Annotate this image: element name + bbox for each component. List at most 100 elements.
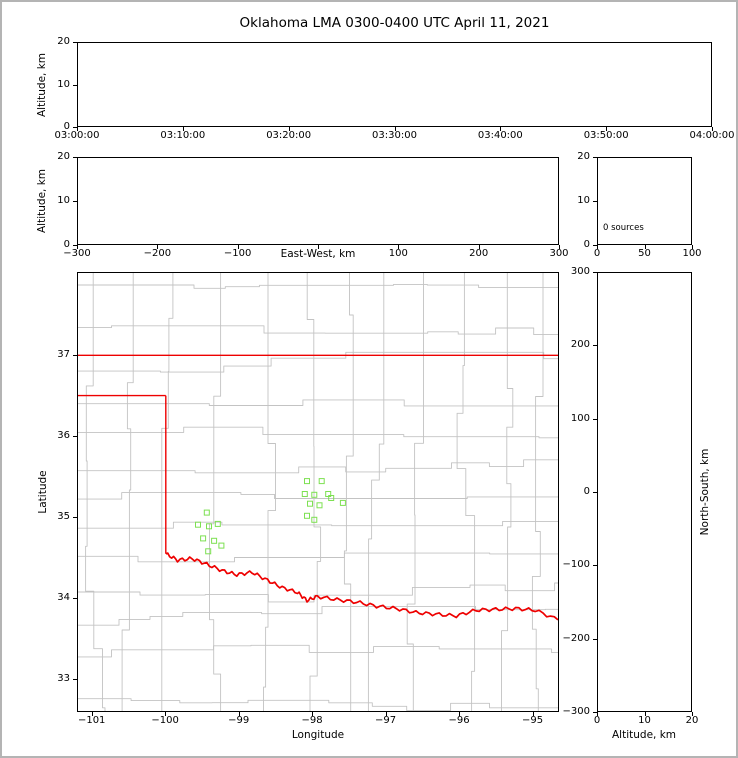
y-tick-label: 37 <box>57 348 70 360</box>
y-tick-mark <box>593 638 597 640</box>
y-tick-label: 10 <box>57 78 70 90</box>
lma-station-marker <box>307 500 313 507</box>
x-tick-mark <box>237 245 239 249</box>
y-tick-label: 20 <box>577 151 590 162</box>
lma-station-marker <box>304 512 310 519</box>
x-tick-label: 03:00:00 <box>54 130 100 141</box>
y-tick-mark <box>593 272 597 273</box>
lma-station-marker <box>214 520 221 527</box>
county-line <box>78 399 558 407</box>
y-tick-mark <box>593 345 597 347</box>
x-tick-label: −101 <box>77 715 106 726</box>
lma-station-marker <box>195 521 201 528</box>
county-line <box>406 273 424 711</box>
oklahoma-map-canvas <box>78 273 558 711</box>
county-line <box>78 520 558 529</box>
y-tick-label: −300 <box>562 706 590 717</box>
lma-station-marker <box>328 495 335 501</box>
x-tick-label: 100 <box>682 248 702 259</box>
y-tick-mark <box>73 127 77 128</box>
x-tick-label: −200 <box>143 248 172 259</box>
y-tick-label: 20 <box>57 151 70 162</box>
county-line <box>78 582 558 603</box>
county-line <box>531 273 544 711</box>
x-tick-label: 200 <box>469 248 489 259</box>
y-tick-mark <box>593 201 597 202</box>
map-xlabel: Longitude <box>291 729 345 741</box>
y-tick-label: 33 <box>57 672 70 684</box>
y-tick-label: 10 <box>577 195 590 206</box>
y-tick-mark <box>73 201 77 202</box>
lma-station-marker <box>200 535 207 542</box>
y-tick-label: −200 <box>562 632 590 644</box>
x-tick-mark <box>559 245 560 249</box>
y-tick-mark <box>593 418 597 420</box>
y-tick-label: 34 <box>57 591 70 603</box>
x-tick-mark <box>712 127 713 131</box>
county-line <box>456 273 476 711</box>
y-tick-mark <box>593 245 597 246</box>
x-tick-mark <box>312 712 314 716</box>
county-line <box>501 273 514 711</box>
county-line <box>78 351 558 373</box>
x-tick-mark <box>318 245 319 249</box>
county-line <box>78 698 558 711</box>
county-line <box>78 552 558 563</box>
lma-station-marker <box>311 491 318 498</box>
lma-station-marker <box>205 548 212 555</box>
x-tick-label: −98 <box>301 715 323 726</box>
x-tick-mark <box>394 127 396 131</box>
county-line <box>78 459 558 474</box>
x-tick-label: 50 <box>638 248 651 259</box>
lma-station-marker <box>301 491 308 497</box>
x-tick-mark <box>597 712 598 716</box>
x-tick-label: −100 <box>223 248 252 259</box>
y-tick-label: 0 <box>63 239 70 250</box>
altitude-histogram-panel: 0 sources <box>597 157 692 245</box>
y-tick-mark <box>73 245 77 246</box>
county-line <box>263 273 276 711</box>
county-line <box>161 273 174 711</box>
x-tick-mark <box>478 245 480 249</box>
x-tick-label: −96 <box>448 715 470 726</box>
x-tick-label: 03:10:00 <box>160 130 206 141</box>
x-tick-label: 0 <box>593 715 601 726</box>
x-tick-mark <box>385 712 387 716</box>
county-line <box>85 273 106 711</box>
county-line <box>343 273 354 711</box>
y-tick-label: 300 <box>570 266 590 277</box>
y-tick-mark <box>73 354 77 356</box>
lma-station-marker <box>206 523 212 530</box>
lma-station-marker <box>316 502 323 509</box>
y-tick-label: 100 <box>570 412 590 424</box>
x-tick-label: −100 <box>151 715 179 726</box>
lma-station-marker <box>218 542 225 549</box>
ew-panel-ylabel: Altitude, km <box>35 168 48 234</box>
x-tick-label: 03:40:00 <box>477 130 523 141</box>
ns-panel-xlabel: Altitude, km <box>611 729 677 741</box>
ew-panel-xlabel: East-West, km <box>280 248 356 260</box>
county-line <box>209 273 222 711</box>
lma-station-marker <box>304 478 310 485</box>
x-tick-mark <box>500 127 502 131</box>
y-tick-label: 0 <box>63 121 70 132</box>
x-tick-label: 03:20:00 <box>266 130 312 141</box>
plan-view-map-panel <box>77 272 559 712</box>
x-tick-mark <box>77 245 78 249</box>
y-tick-mark <box>73 516 77 518</box>
y-tick-label: 20 <box>57 36 70 47</box>
time-panel-ylabel: Altitude, km <box>35 52 48 118</box>
x-tick-mark <box>398 245 400 249</box>
x-tick-mark <box>644 712 646 716</box>
x-tick-mark <box>644 245 646 249</box>
x-tick-mark <box>606 127 608 131</box>
x-tick-mark <box>459 712 461 716</box>
y-tick-mark <box>73 678 77 680</box>
x-tick-label: 10 <box>638 715 651 726</box>
y-tick-label: 35 <box>57 510 70 522</box>
x-tick-mark <box>692 712 693 716</box>
x-tick-label: −95 <box>521 715 544 726</box>
x-tick-mark <box>597 245 598 249</box>
map-ylabel: Latitude <box>36 470 49 514</box>
